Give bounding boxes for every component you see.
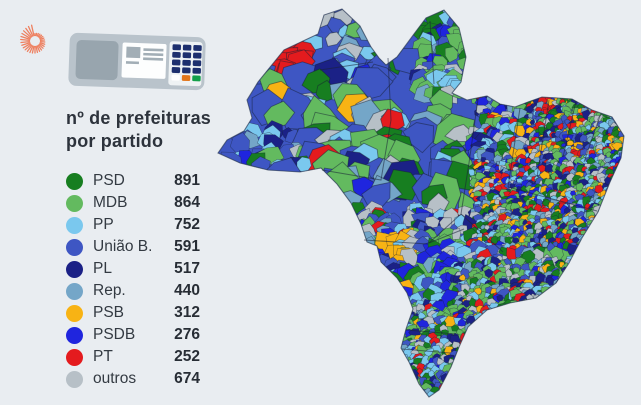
legend-value: 517 — [174, 260, 200, 277]
legend-label: Rep. — [93, 282, 126, 299]
legend-value: 864 — [174, 194, 200, 211]
legend-row-psdb: PSDB 276 — [66, 324, 200, 346]
legend-swatch-uniao — [66, 238, 83, 256]
legend-label: PL — [93, 260, 112, 277]
urna-text-line — [143, 48, 164, 52]
urna-left-panel — [75, 40, 119, 81]
legend-row-pl: PL 517 — [66, 258, 200, 280]
legend-row-mdb: MDB 864 — [66, 192, 200, 214]
urna-text-line — [143, 57, 164, 61]
legend-label: PSDB — [93, 326, 136, 343]
legend-value: 252 — [174, 348, 200, 365]
legend-label: MDB — [93, 194, 128, 211]
legend-row-psd: PSD 891 — [66, 170, 200, 192]
title-line-1: nº de prefeituras — [66, 108, 212, 128]
legend-value: 276 — [174, 326, 200, 343]
legend-swatch-psb — [66, 304, 83, 322]
legend-label: PSB — [93, 304, 125, 321]
legend-label: PSD — [93, 172, 125, 189]
legend-swatch-pp — [66, 216, 83, 234]
voting-machine-icon — [68, 32, 206, 91]
legend-swatch-mdb — [66, 194, 83, 212]
legend-value: 591 — [174, 238, 200, 255]
legend-value: 674 — [174, 370, 200, 387]
legend-label: outros — [93, 370, 137, 387]
page-title: nº de prefeituras por partido — [66, 107, 211, 154]
legend-value: 891 — [174, 172, 200, 189]
legend-label: PT — [93, 348, 113, 365]
legend-swatch-pt — [66, 348, 83, 366]
sunburst-logo-icon — [20, 24, 46, 54]
legend-value: 440 — [174, 282, 200, 299]
party-legend: PSD 891 MDB 864 PP 752 União B. 591 PL 5… — [66, 170, 200, 390]
brazil-municipalities-choropleth-map — [217, 8, 625, 398]
legend-swatch-outros — [66, 370, 83, 388]
legend-row-psb: PSB 312 — [66, 302, 200, 324]
urna-keypad-keys — [171, 44, 202, 82]
legend-swatch-rep — [66, 282, 83, 300]
state-border-lines — [319, 20, 602, 354]
legend-value: 752 — [174, 216, 200, 233]
legend-label: União B. — [93, 238, 153, 255]
legend-label: PP — [93, 216, 114, 233]
legend-value: 312 — [174, 304, 200, 321]
urna-text-line — [143, 52, 164, 57]
title-line-2: por partido — [66, 131, 164, 152]
legend-swatch-pl — [66, 260, 83, 278]
urna-screen — [126, 46, 141, 59]
legend-swatch-psdb — [66, 326, 83, 344]
legend-row-rep: Rep. 440 — [66, 280, 200, 302]
legend-row-uniao: União B. 591 — [66, 236, 200, 258]
country-outline — [217, 8, 625, 398]
urna-text-line — [125, 61, 140, 65]
legend-row-pt: PT 252 — [66, 346, 200, 368]
legend-row-outros: outros 674 — [66, 368, 200, 390]
legend-swatch-psd — [66, 172, 83, 190]
legend-row-pp: PP 752 — [66, 214, 200, 236]
